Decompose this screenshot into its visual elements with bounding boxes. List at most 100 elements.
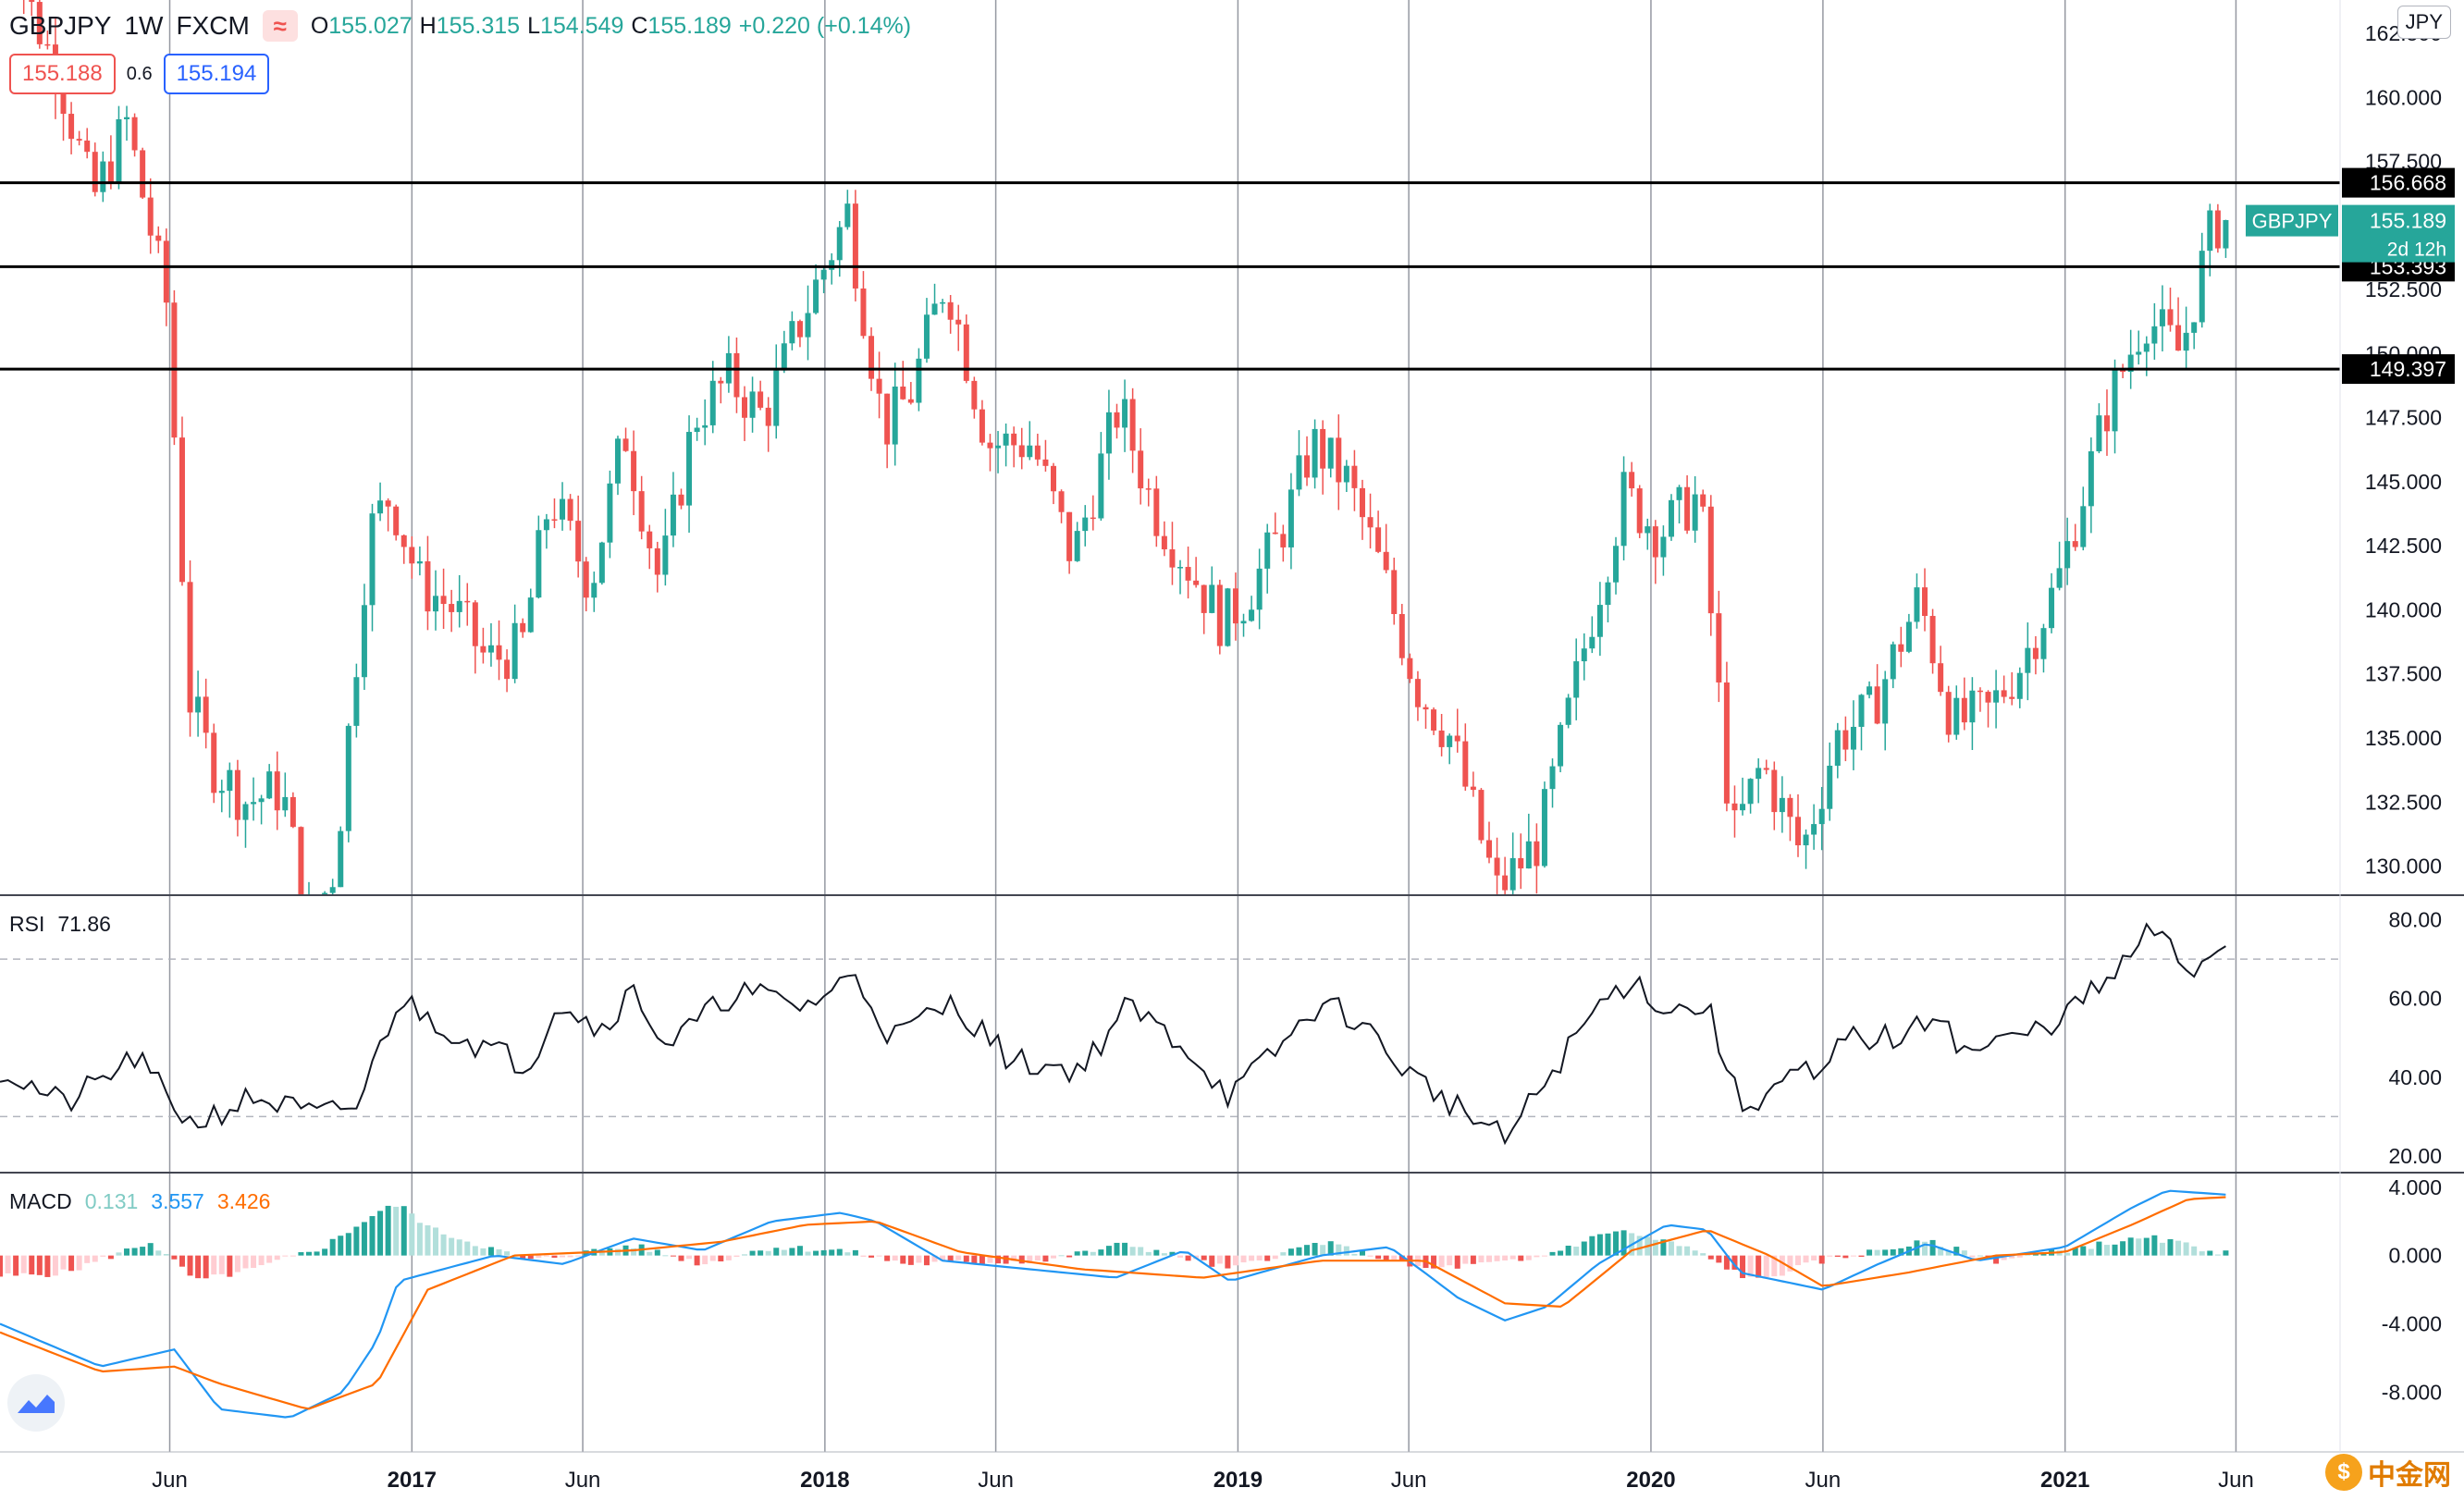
- macd-histogram-bar: [1201, 1255, 1207, 1260]
- candle-body: [765, 407, 771, 426]
- candle-body: [1042, 459, 1049, 466]
- macd-histogram-bar: [1129, 1247, 1136, 1256]
- time-axis-label: Jun: [152, 1468, 188, 1493]
- price-axis-label: 140.000: [2365, 597, 2442, 621]
- candle-body: [694, 427, 700, 433]
- macd-histogram-bar: [631, 1248, 637, 1256]
- macd-histogram-bar: [68, 1255, 75, 1272]
- candle-body: [1470, 786, 1476, 791]
- candle-body: [496, 645, 502, 660]
- candle-body: [2016, 672, 2023, 699]
- candle-body: [1787, 797, 1793, 818]
- macd-histogram-bar: [1042, 1255, 1049, 1262]
- candle-body: [1240, 621, 1247, 624]
- macd-histogram-bar: [1858, 1255, 1865, 1257]
- candle-body: [2151, 326, 2158, 344]
- macd-histogram-bar: [227, 1255, 233, 1277]
- candle-body: [654, 547, 660, 575]
- candle-body: [796, 321, 803, 338]
- macd-histogram-bar: [907, 1255, 914, 1265]
- macd-histogram-bar: [1763, 1255, 1769, 1277]
- macd-histogram-bar: [2191, 1246, 2198, 1256]
- candle-body: [107, 161, 114, 183]
- macd-histogram-bar: [44, 1255, 51, 1277]
- macd-histogram-bar: [2207, 1250, 2213, 1256]
- symbol-tag-label: GBPJPY: [2252, 210, 2333, 233]
- candle-body: [1003, 433, 1009, 446]
- macd-histogram-bar: [1589, 1236, 1595, 1256]
- symbol-name[interactable]: GBPJPY: [9, 11, 112, 40]
- macd-histogram-bar: [440, 1234, 447, 1256]
- macd-histogram-bar: [2103, 1245, 2110, 1256]
- macd-histogram-bar: [1398, 1255, 1405, 1260]
- candle-body: [2072, 541, 2078, 547]
- spread-value: 0.6: [126, 63, 153, 84]
- candle-body: [338, 830, 344, 888]
- price-axis-label: 137.500: [2365, 662, 2442, 686]
- rsi-label[interactable]: RSI: [9, 912, 45, 936]
- macd-histogram-bar: [551, 1255, 558, 1259]
- candle-body: [1066, 511, 1073, 561]
- candle-body: [1684, 486, 1691, 531]
- ohlc-high: H155.315: [419, 12, 521, 39]
- macd-histogram-bar: [2167, 1239, 2174, 1256]
- macd-histogram-bar: [496, 1248, 502, 1256]
- macd-histogram-bar: [1185, 1255, 1191, 1261]
- macd-histogram-bar: [1391, 1255, 1398, 1260]
- rsi-axis-label: 20.00: [2388, 1144, 2442, 1168]
- macd-signal-value: 3.426: [216, 1189, 271, 1213]
- macd-histogram-bar: [1993, 1255, 2000, 1264]
- macd-histogram-bar: [480, 1248, 487, 1256]
- candle-body: [227, 769, 233, 792]
- time-axis-label: Jun: [978, 1468, 1014, 1493]
- candle-body: [487, 645, 494, 653]
- candle-body: [369, 513, 376, 606]
- candle-body: [1866, 686, 1873, 695]
- macd-histogram-bar: [1050, 1255, 1056, 1259]
- candle-body: [385, 500, 391, 507]
- macd-histogram-bar: [2136, 1238, 2142, 1256]
- macd-axis-label: -4.000: [2382, 1312, 2442, 1336]
- macd-label[interactable]: MACD: [9, 1189, 72, 1213]
- time-axis-label: Jun: [565, 1468, 601, 1493]
- macd-histogram-bar: [433, 1227, 439, 1256]
- candle-body: [274, 771, 280, 811]
- macd-histogram-bar: [1668, 1241, 1674, 1256]
- wave-icon[interactable]: ≈: [262, 10, 298, 42]
- interval[interactable]: 1W: [124, 11, 164, 40]
- sell-button[interactable]: 155.188: [9, 54, 116, 94]
- candle-body: [2009, 696, 2015, 699]
- macd-histogram-bar: [416, 1223, 423, 1256]
- candle-body: [1613, 546, 1620, 583]
- candle-body: [124, 117, 130, 119]
- tradingview-logo-icon[interactable]: [7, 1374, 65, 1432]
- macd-histogram-bar: [76, 1255, 82, 1271]
- macd-histogram-bar: [2151, 1235, 2158, 1256]
- candle-body: [449, 604, 455, 612]
- last-price-label: 155.189: [2370, 209, 2446, 233]
- candle-body: [916, 358, 922, 403]
- candle-body: [1114, 412, 1120, 428]
- macd-histogram-bar: [195, 1255, 202, 1279]
- candle-body: [1509, 857, 1516, 891]
- macd-histogram-bar: [1953, 1247, 1960, 1256]
- candle-body: [1478, 790, 1485, 841]
- candle-body: [2143, 343, 2150, 352]
- candle-body: [282, 796, 289, 811]
- currency-badge[interactable]: JPY: [2396, 6, 2451, 39]
- macd-histogram-bar: [29, 1255, 35, 1275]
- candle-body: [266, 771, 273, 799]
- macd-histogram-bar: [1209, 1255, 1215, 1267]
- candle-body: [805, 313, 811, 338]
- macd-histogram-bar: [654, 1249, 660, 1256]
- candle-body: [2183, 332, 2189, 351]
- candle-body: [1145, 488, 1152, 490]
- macd-histogram-bar: [329, 1238, 336, 1256]
- candle-body: [1692, 494, 1698, 531]
- candle-body: [638, 491, 645, 532]
- buy-button[interactable]: 155.194: [163, 54, 270, 94]
- macd-histogram-bar: [187, 1255, 193, 1276]
- macd-histogram-bar: [1232, 1255, 1238, 1266]
